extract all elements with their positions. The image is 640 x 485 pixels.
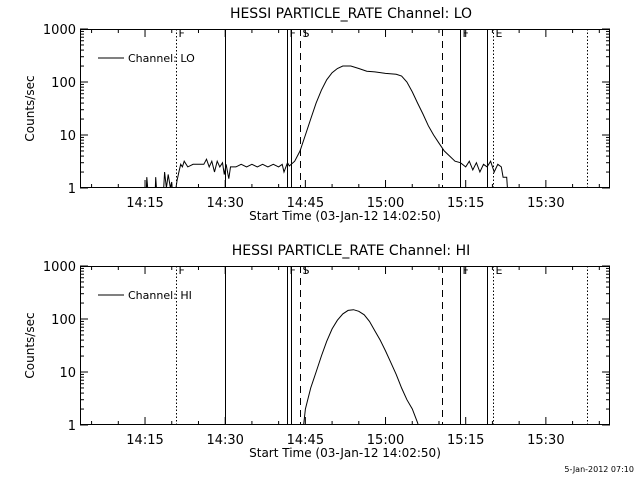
x-tick-label: 15:30 <box>527 196 564 211</box>
event-marker-label: F <box>463 264 469 277</box>
x-tick-label: 14:30 <box>206 433 243 448</box>
x-tick-label: 15:00 <box>367 196 404 211</box>
x-axis-label: Start Time (03-Jan-12 14:02:50) <box>249 209 441 223</box>
y-tick-label: 1000 <box>43 23 76 38</box>
event-marker-label: E <box>496 264 503 277</box>
x-tick-label: 14:45 <box>287 196 324 211</box>
x-tick-label: 14:15 <box>126 196 163 211</box>
x-tick-label: 15:15 <box>447 433 484 448</box>
event-marker-label: F <box>179 27 185 40</box>
x-tick-label: 15:15 <box>447 196 484 211</box>
event-marker-label: F <box>290 27 296 40</box>
event-marker-label: F <box>463 27 469 40</box>
event-marker-label: F <box>179 264 185 277</box>
y-tick-label: 10 <box>59 129 76 144</box>
y-tick-label: 10 <box>59 366 76 381</box>
event-marker-label: F <box>290 264 296 277</box>
x-tick-label: 15:30 <box>527 433 564 448</box>
y-axis-label: Counts/sec <box>23 75 37 141</box>
legend-label: Channel: HI <box>128 289 192 302</box>
y-tick-label: 1000 <box>43 260 76 275</box>
event-marker-label: S <box>303 264 310 277</box>
y-tick-label: 1 <box>68 419 76 434</box>
chart-title: HESSI PARTICLE_RATE Channel: LO <box>230 6 472 22</box>
series-line <box>303 309 419 425</box>
footer-timestamp: 5-Jan-2012 07:10 <box>564 465 634 474</box>
chart-panel-2: HESSI PARTICLE_RATE Channel: HI Counts/se… <box>23 243 610 460</box>
y-axis-label: Counts/sec <box>23 312 37 378</box>
chart-panel-1: HESSI PARTICLE_RATE Channel: LO Counts/se… <box>23 6 610 223</box>
x-tick-label: 14:30 <box>206 196 243 211</box>
x-tick-label: 14:15 <box>126 433 163 448</box>
event-marker-label: E <box>496 27 503 40</box>
plot-frame <box>80 29 610 188</box>
legend-label: Channel: LO <box>128 52 195 65</box>
y-tick-label: 100 <box>51 313 76 328</box>
x-tick-label: 14:45 <box>287 433 324 448</box>
series-line <box>145 65 508 188</box>
chart-title: HESSI PARTICLE_RATE Channel: HI <box>232 243 470 259</box>
x-tick-label: 15:00 <box>367 433 404 448</box>
event-marker-label: S <box>303 27 310 40</box>
y-tick-label: 1 <box>68 182 76 197</box>
y-tick-label: 100 <box>51 76 76 91</box>
x-axis-label: Start Time (03-Jan-12 14:02:50) <box>249 446 441 460</box>
plot-frame <box>80 266 610 425</box>
